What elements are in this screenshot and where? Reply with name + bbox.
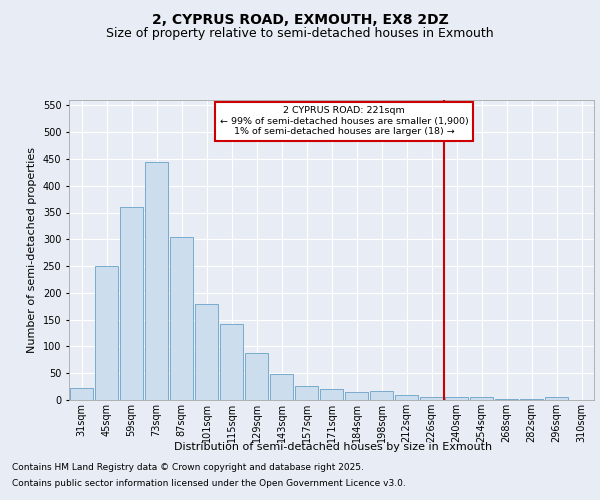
Text: Contains HM Land Registry data © Crown copyright and database right 2025.: Contains HM Land Registry data © Crown c…: [12, 464, 364, 472]
Bar: [445, 397, 468, 400]
Bar: [270, 374, 293, 400]
Bar: [420, 398, 443, 400]
Bar: [320, 390, 343, 400]
Bar: [170, 236, 193, 400]
Bar: [395, 395, 418, 400]
Bar: [470, 398, 493, 400]
Bar: [145, 162, 168, 400]
Bar: [370, 391, 393, 400]
Bar: [245, 354, 268, 400]
Bar: [545, 398, 568, 400]
Bar: [195, 304, 218, 400]
Bar: [220, 324, 243, 400]
Text: 2, CYPRUS ROAD, EXMOUTH, EX8 2DZ: 2, CYPRUS ROAD, EXMOUTH, EX8 2DZ: [152, 12, 448, 26]
Bar: [120, 207, 143, 400]
Text: 2 CYPRUS ROAD: 221sqm
← 99% of semi-detached houses are smaller (1,900)
1% of se: 2 CYPRUS ROAD: 221sqm ← 99% of semi-deta…: [220, 106, 469, 136]
Bar: [495, 399, 518, 400]
Text: Contains public sector information licensed under the Open Government Licence v3: Contains public sector information licen…: [12, 478, 406, 488]
Text: Size of property relative to semi-detached houses in Exmouth: Size of property relative to semi-detach…: [106, 28, 494, 40]
Bar: [70, 388, 93, 400]
Bar: [295, 386, 318, 400]
Text: Distribution of semi-detached houses by size in Exmouth: Distribution of semi-detached houses by …: [174, 442, 492, 452]
Y-axis label: Number of semi-detached properties: Number of semi-detached properties: [27, 147, 37, 353]
Bar: [95, 266, 118, 400]
Bar: [345, 392, 368, 400]
